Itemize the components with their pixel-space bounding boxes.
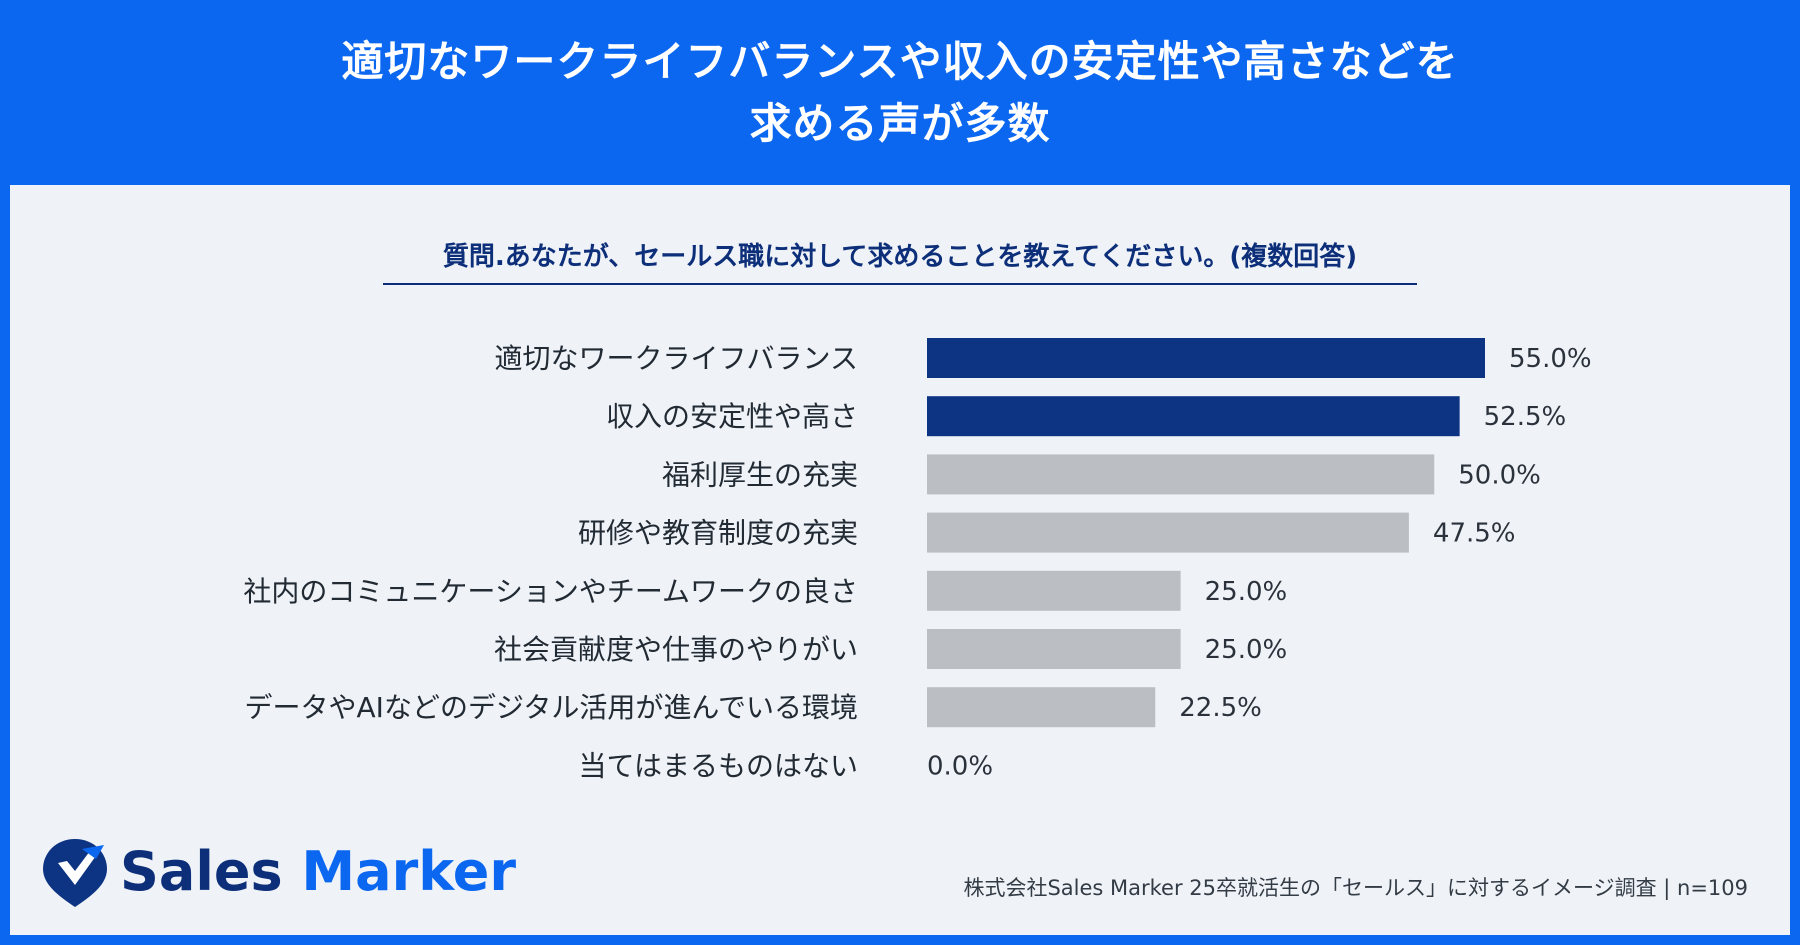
value-label: 47.5%: [1433, 519, 1516, 549]
category-label: 収入の安定性や高さ: [606, 400, 858, 433]
bar: [927, 454, 1435, 495]
value-label: 22.5%: [1179, 693, 1262, 723]
bar: [927, 512, 1409, 553]
category-label: 適切なワークライフバランス: [495, 342, 858, 375]
value-label: 25.0%: [1205, 577, 1288, 607]
category-label: 社内のコミュニケーションやチームワークの良さ: [243, 575, 858, 608]
value-label: 52.5%: [1484, 402, 1567, 432]
category-label: 当てはまるものはない: [579, 749, 858, 782]
title-line-2: 求める声が多数: [749, 98, 1051, 148]
title-line-1: 適切なワークライフバランスや収入の安定性や高さなどを: [341, 36, 1459, 86]
bar: [927, 396, 1460, 437]
source-note: 株式会社Sales Marker 25卒就活生の「セールス」に対するイメージ調査…: [963, 876, 1748, 900]
category-label: 研修や教育制度の充実: [578, 517, 858, 550]
value-label: 0.0%: [927, 751, 993, 781]
logo-word-sales: Sales: [120, 840, 283, 903]
value-label: 50.0%: [1458, 460, 1541, 490]
logo-word-marker: Marker: [301, 840, 516, 903]
question-underline: [383, 283, 1417, 285]
sales-marker-logo: Sales Marker: [38, 835, 516, 909]
location-pin-icon: [43, 839, 107, 907]
value-label: 55.0%: [1509, 344, 1592, 374]
logo-wordmark: Sales Marker: [120, 842, 516, 902]
category-label: データやAIなどのデジタル活用が進んでいる環境: [245, 691, 858, 724]
bar: [927, 338, 1485, 378]
value-label: 25.0%: [1205, 635, 1288, 665]
category-label: 福利厚生の充実: [662, 458, 858, 491]
header-banner: 適切なワークライフバランスや収入の安定性や高さなどを 求める声が多数: [0, 0, 1800, 185]
bar: [927, 570, 1181, 611]
bar: [927, 687, 1156, 728]
content-panel: [10, 185, 1790, 935]
question-text: 質問.あなたが、セールス職に対して求めることを教えてください。(複数回答): [442, 242, 1358, 272]
category-label: 社会貢献度や仕事のやりがい: [494, 633, 858, 666]
bar: [927, 629, 1181, 669]
